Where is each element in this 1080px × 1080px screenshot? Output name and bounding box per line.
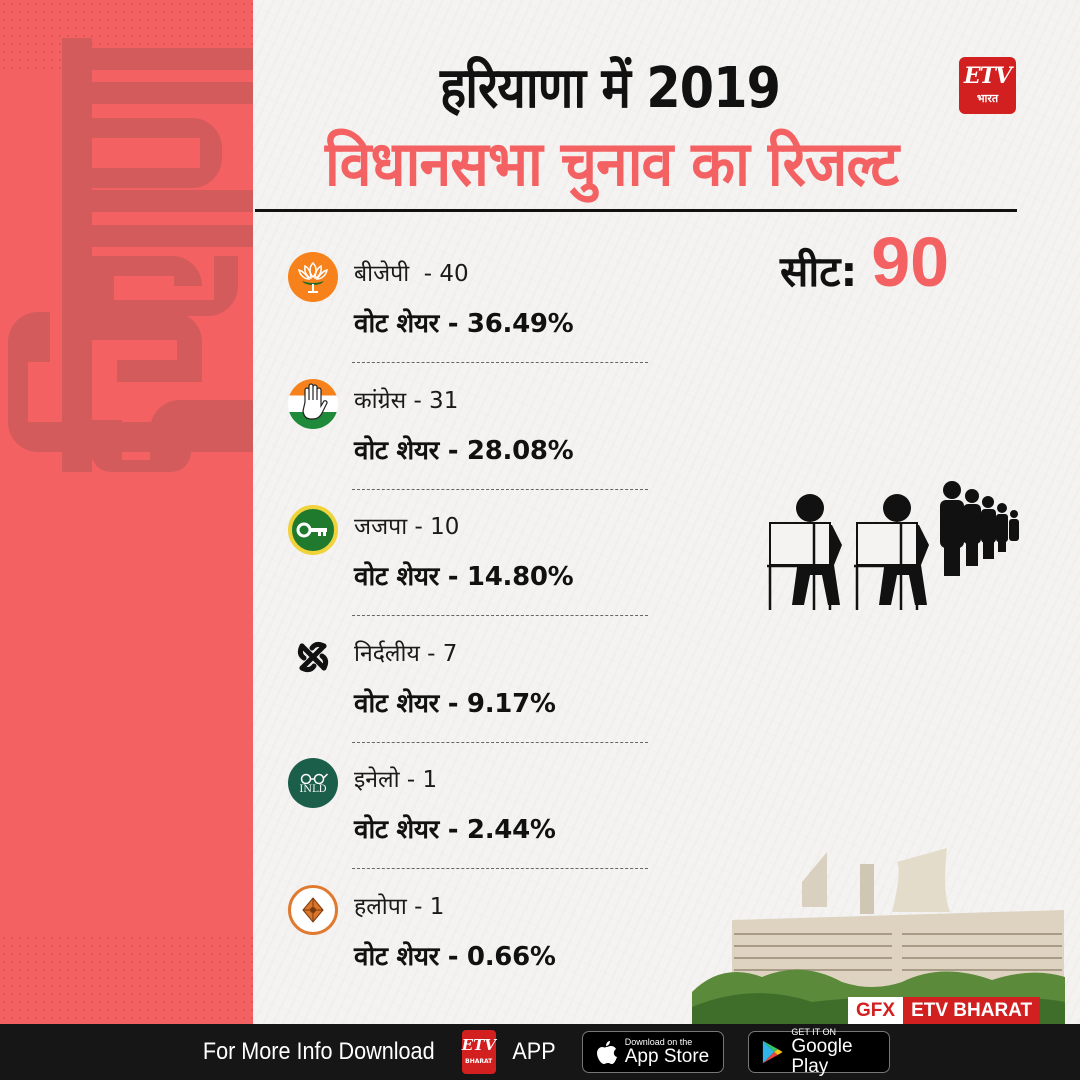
inld-logo-text: INLD bbox=[299, 783, 327, 795]
ballot-cross-icon bbox=[288, 632, 338, 682]
app-store-button[interactable]: Download on the App Store bbox=[581, 1031, 724, 1073]
google-play-icon bbox=[762, 1040, 783, 1064]
hand-icon bbox=[288, 378, 338, 429]
dot-pattern-bottom bbox=[0, 934, 253, 1024]
etv-logo-mark: ETV bbox=[963, 63, 1012, 89]
party-vote-share: वोट शेयर - 14.80% bbox=[354, 562, 574, 592]
google-play-button[interactable]: GET IT ON Google Play bbox=[747, 1027, 890, 1077]
party-name-seats: हलोपा - 1 bbox=[354, 893, 445, 920]
apple-icon bbox=[596, 1041, 617, 1064]
party-row-congress: कांग्रेस - 31 वोट शेयर - 28.08% bbox=[288, 378, 648, 506]
party-row-jjp: जजपा - 10 वोट शेयर - 14.80% bbox=[288, 505, 648, 632]
assembly-building-image bbox=[692, 848, 1065, 1024]
haryana-watermark-glyph bbox=[8, 38, 253, 472]
party-vote-share: वोट शेयर - 0.66% bbox=[354, 941, 556, 972]
etv-app-logo[interactable]: ETV BHARAT bbox=[461, 1030, 496, 1074]
title-line-2: विधानसभा चुनाव का रिजल्ट bbox=[324, 127, 899, 200]
google-play-small: GET IT ON bbox=[791, 1027, 836, 1037]
party-row-hlp: हलोपा - 1 वोट शेयर - 0.66% bbox=[288, 884, 648, 1012]
party-row-independent: निर्दलीय - 7 वोट शेयर - 9.17% bbox=[288, 632, 648, 759]
party-name-seats: इनेलो - 1 bbox=[354, 767, 438, 793]
party-name-seats: जजपा - 10 bbox=[354, 514, 460, 540]
seats-value: 90 bbox=[871, 223, 950, 301]
left-accent-band bbox=[0, 0, 253, 1024]
party-name-seats: निर्दलीय - 7 bbox=[354, 640, 458, 667]
seats-label: सीट: bbox=[780, 247, 858, 296]
lotus-icon bbox=[288, 252, 338, 302]
dashed-divider bbox=[352, 615, 648, 616]
dashed-divider bbox=[352, 868, 648, 869]
title-line-1: हरियाणा में 2019 bbox=[439, 56, 781, 121]
etv-bharat-logo: ETV भारत bbox=[959, 57, 1016, 114]
etv-bharat-label: ETV BHARAT bbox=[903, 997, 1041, 1027]
total-seats: सीट: 90 bbox=[780, 222, 949, 302]
party-results-list: बीजेपी - 40 वोट शेयर - 36.49% कांग्रेस -… bbox=[288, 252, 648, 1011]
party-row-bjp: बीजेपी - 40 वोट शेयर - 36.49% bbox=[288, 252, 648, 379]
party-name-seats: कांग्रेस - 31 bbox=[354, 387, 459, 414]
footer-cta-text: For More Info Download bbox=[203, 1038, 435, 1065]
party-vote-share: वोट शेयर - 9.17% bbox=[354, 688, 556, 719]
dashed-divider bbox=[352, 741, 648, 743]
party-name-seats: बीजेपी - 40 bbox=[354, 261, 469, 287]
etv-logo-sub: भारत bbox=[976, 92, 999, 105]
party-row-inld: INLD इनेलो - 1 वोट शेयर - 2.44% bbox=[288, 758, 648, 885]
footer-app-label: APP bbox=[512, 1038, 556, 1065]
key-icon bbox=[288, 505, 338, 555]
party-vote-share: वोट शेयर - 2.44% bbox=[354, 815, 556, 845]
google-play-big: Google Play bbox=[791, 1036, 853, 1077]
app-store-big: App Store bbox=[624, 1046, 710, 1067]
dashed-divider bbox=[352, 362, 648, 363]
voters-queue-illustration bbox=[767, 481, 1019, 610]
gfx-label: GFX bbox=[848, 997, 904, 1027]
title-divider bbox=[255, 209, 1017, 212]
party-vote-share: वोट शेयर - 36.49% bbox=[354, 309, 574, 339]
kite-icon bbox=[288, 884, 338, 935]
gfx-credit-tag: GFX ETV BHARAT bbox=[848, 997, 1041, 1027]
party-vote-share: वोट शेयर - 28.08% bbox=[354, 435, 574, 466]
download-footer: For More Info Download ETV BHARAT APP Do… bbox=[0, 1024, 1080, 1080]
app-store-small: Download on the bbox=[624, 1037, 693, 1047]
app-logo-sub: BHARAT bbox=[465, 1058, 493, 1065]
dashed-divider bbox=[352, 488, 648, 490]
app-logo-mark: ETV bbox=[461, 1036, 496, 1054]
spectacles-icon: INLD bbox=[288, 758, 338, 808]
